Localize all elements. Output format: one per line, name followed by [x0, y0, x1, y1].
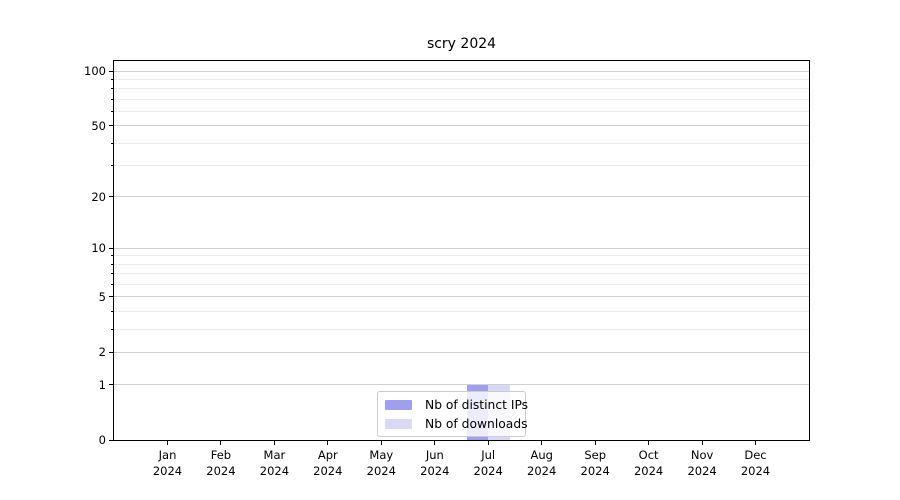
y-minor-tick-mark	[111, 110, 113, 112]
y-gridline-major	[114, 125, 809, 127]
y-tick-label: 50	[91, 118, 106, 133]
legend: Nb of distinct IPs Nb of downloads	[377, 391, 528, 437]
y-tick-mark	[109, 384, 113, 386]
legend-swatch-downloads	[385, 418, 412, 429]
chart-title: scry 2024	[426, 36, 497, 52]
legend-swatch-distinct-ips	[385, 399, 412, 410]
y-gridline-minor	[114, 283, 809, 285]
x-tick-mark	[220, 441, 222, 445]
y-gridline-major	[114, 247, 809, 249]
y-gridline-minor	[114, 78, 809, 80]
x-tick-label: Nov 2024	[687, 448, 717, 478]
x-tick-label: Jun 2024	[420, 448, 450, 478]
y-minor-tick-mark	[111, 255, 113, 257]
y-gridline-major	[114, 351, 809, 353]
y-minor-tick-mark	[111, 78, 113, 80]
x-tick-label: Feb 2024	[206, 448, 236, 478]
y-tick-label: 20	[91, 189, 106, 204]
y-minor-tick-mark	[111, 310, 113, 312]
y-gridline-minor	[114, 263, 809, 265]
x-tick-label: Dec 2024	[740, 448, 771, 478]
y-minor-tick-mark	[111, 142, 113, 144]
plot-area	[113, 60, 810, 441]
y-gridline-minor	[114, 110, 809, 112]
y-tick-label: 2	[98, 345, 106, 360]
y-tick-label: 100	[84, 64, 106, 78]
x-tick-mark	[541, 441, 543, 445]
y-minor-tick-mark	[111, 164, 113, 166]
y-tick-mark	[109, 296, 113, 298]
y-gridline-major	[114, 384, 809, 386]
y-tick-mark	[109, 351, 113, 353]
y-tick-label: 5	[98, 289, 106, 304]
x-tick-mark	[273, 441, 275, 445]
y-gridline-minor	[114, 328, 809, 330]
y-minor-tick-mark	[111, 263, 113, 265]
x-tick-mark	[755, 441, 756, 445]
x-tick-label: Apr 2024	[313, 448, 343, 478]
y-minor-tick-mark	[111, 273, 113, 275]
y-gridline-major	[114, 196, 809, 198]
x-tick-label: Oct 2024	[633, 448, 664, 478]
y-gridline-minor	[114, 88, 809, 90]
x-tick-mark	[701, 441, 703, 445]
y-minor-tick-mark	[111, 328, 113, 330]
x-tick-mark	[327, 441, 329, 445]
x-tick-mark	[487, 441, 489, 445]
y-tick-label: 10	[91, 241, 106, 256]
y-tick-mark	[109, 439, 113, 441]
y-tick-mark	[109, 70, 113, 72]
legend-item-distinct-ips: Nb of distinct IPs	[385, 396, 528, 414]
y-tick-mark	[109, 125, 113, 127]
x-tick-mark	[380, 441, 382, 445]
y-gridline-minor	[114, 310, 809, 312]
x-tick-mark	[167, 441, 168, 445]
y-tick-mark	[109, 247, 113, 249]
y-minor-tick-mark	[111, 283, 113, 285]
y-gridline-major	[114, 70, 809, 72]
x-tick-label: Mar 2024	[259, 448, 290, 478]
x-tick-label: May 2024	[366, 448, 396, 478]
x-tick-label: Jan 2024	[152, 448, 183, 478]
bars-layer	[114, 61, 809, 440]
y-tick-mark	[109, 196, 113, 198]
y-tick-label: 0	[98, 433, 106, 447]
legend-label-distinct-ips: Nb of distinct IPs	[425, 397, 529, 412]
legend-item-downloads: Nb of downloads	[385, 415, 528, 433]
y-minor-tick-mark	[111, 98, 113, 100]
y-minor-tick-mark	[111, 88, 113, 90]
y-gridline-minor	[114, 98, 809, 100]
y-gridline-minor	[114, 255, 809, 257]
x-tick-label: Aug 2024	[527, 448, 557, 478]
y-gridline-minor	[114, 273, 809, 275]
y-gridline-minor	[114, 142, 809, 144]
x-tick-label: Jul 2024	[473, 448, 503, 478]
gridlines-layer	[114, 61, 809, 440]
x-tick-label: Sep 2024	[580, 448, 610, 478]
y-gridline-minor	[114, 164, 809, 166]
y-gridline-major	[114, 296, 809, 298]
x-tick-mark	[594, 441, 596, 445]
y-tick-label: 1	[98, 377, 106, 392]
x-tick-mark	[648, 441, 650, 445]
x-tick-mark	[434, 441, 436, 445]
legend-label-downloads: Nb of downloads	[425, 416, 528, 431]
